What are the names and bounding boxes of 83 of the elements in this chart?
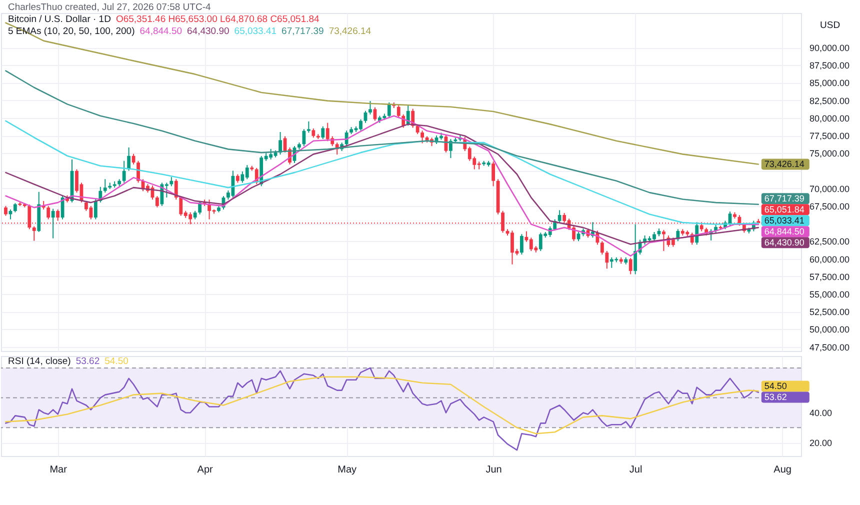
text: 65,033.41 xyxy=(234,26,277,37)
text: 73,426.14 xyxy=(328,26,372,37)
data-label: 65,033.41 xyxy=(764,216,804,226)
text: CharlesThuo created, Jul 27, 2026 07:58 UTC-4 xyxy=(8,2,211,13)
candlestick xyxy=(94,198,98,220)
line-series xyxy=(5,70,760,206)
line-series xyxy=(5,120,760,225)
candlestick xyxy=(278,132,282,156)
candlestick xyxy=(600,240,604,256)
candlestick xyxy=(628,258,632,275)
data-label: 64,844.50 xyxy=(764,226,804,237)
text: 54.50 xyxy=(104,356,128,367)
candlestick xyxy=(605,250,609,270)
candlestick xyxy=(321,126,325,140)
y-tick-label: 60,000.00 xyxy=(810,254,850,264)
text: 67,717.39 xyxy=(282,26,324,37)
candlestick xyxy=(449,138,452,159)
candlestick xyxy=(32,226,36,242)
candlestick xyxy=(174,178,178,200)
y-tick-label: 90,000.00 xyxy=(810,43,850,54)
x-tick-label: Aug xyxy=(774,464,792,476)
text: 64,430.90 xyxy=(187,26,230,37)
y-tick-label: 55,000.00 xyxy=(810,289,850,300)
candlestick xyxy=(46,205,50,220)
annotation: O65,351.46 H65,653.00 L64,870.68 C65,051.84 xyxy=(116,14,320,25)
chart-title: Bitcoin / U.S. Dollar · 1D xyxy=(8,14,111,25)
candlestick xyxy=(306,120,310,134)
x-tick-label: Jun xyxy=(486,464,502,476)
y-tick-label: 20.00 xyxy=(810,438,832,448)
candlestick xyxy=(312,128,316,138)
candlestick xyxy=(4,205,8,216)
candlestick xyxy=(520,234,524,256)
candlestick xyxy=(8,208,12,220)
chart-title: RSI (14, close) xyxy=(8,356,71,367)
candlestick xyxy=(492,161,496,187)
candlestick xyxy=(170,176,174,187)
candlestick xyxy=(156,196,159,208)
line-series xyxy=(5,367,760,451)
candlestick xyxy=(103,178,107,194)
candlestick xyxy=(14,202,17,213)
text: 53.62 xyxy=(76,356,100,367)
data-label: 54.50 xyxy=(764,381,787,392)
y-tick-label: 77,500.00 xyxy=(810,131,850,142)
x-tick-label: Mar xyxy=(50,464,68,476)
candlestick xyxy=(56,208,60,222)
candlestick xyxy=(387,102,391,118)
x-tick-label: May xyxy=(338,464,357,476)
y-tick-label: 40.00 xyxy=(810,408,832,418)
y-tick-label: 57,500.00 xyxy=(810,272,850,282)
candlestick xyxy=(127,146,131,172)
candlestick xyxy=(420,130,424,144)
y-tick-label: 80,000.00 xyxy=(810,113,850,124)
candlestick xyxy=(671,237,675,248)
line-series xyxy=(5,376,760,434)
y-tick-label: 87,500.00 xyxy=(810,60,850,71)
data-label: 73,426.14 xyxy=(764,159,804,170)
y-tick-label: 47,500.00 xyxy=(810,342,850,352)
data-label: 53.62 xyxy=(764,392,787,402)
y-axis-title: USD xyxy=(820,20,840,31)
candlestick xyxy=(198,200,202,215)
y-tick-label: 52,500.00 xyxy=(810,307,850,318)
y-tick-label: 82,500.00 xyxy=(810,96,850,106)
text: 64,844.50 xyxy=(140,26,182,37)
ref-line-label: 65,051.84 xyxy=(764,204,804,215)
candlestick xyxy=(396,104,400,118)
y-tick-label: 85,000.00 xyxy=(810,78,850,88)
candlestick xyxy=(662,229,666,252)
y-tick-label: 62,500.00 xyxy=(810,236,850,247)
candlestick xyxy=(368,100,372,115)
candlestick xyxy=(51,208,55,239)
candlestick xyxy=(634,224,638,275)
x-tick-label: Apr xyxy=(197,464,214,476)
candlestick xyxy=(122,160,126,184)
candlestick xyxy=(558,210,562,224)
y-tick-label: 75,000.00 xyxy=(810,148,850,159)
data-label: 64,430.90 xyxy=(764,238,804,248)
x-tick-label: Jul xyxy=(629,464,642,476)
y-tick-label: 70,000.00 xyxy=(810,184,850,194)
data-label: 67,717.39 xyxy=(764,194,804,204)
y-tick-label: 67,500.00 xyxy=(810,201,850,212)
candlestick xyxy=(700,222,704,232)
y-tick-label: 50,000.00 xyxy=(810,324,850,335)
line-series xyxy=(5,22,760,165)
